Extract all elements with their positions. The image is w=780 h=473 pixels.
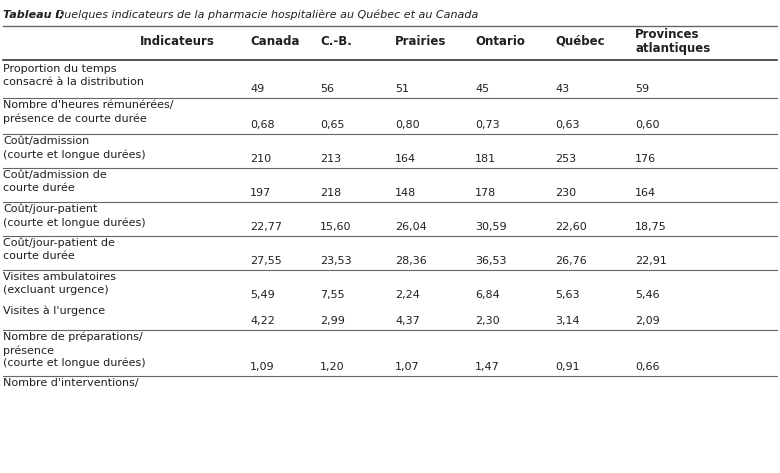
Text: 15,60: 15,60 (320, 222, 352, 232)
Text: 23,53: 23,53 (320, 256, 352, 266)
Text: (courte et longue durées): (courte et longue durées) (3, 358, 146, 368)
Text: Canada: Canada (250, 35, 300, 48)
Text: Ontario: Ontario (475, 35, 525, 48)
Text: Visites ambulatoires: Visites ambulatoires (3, 272, 116, 282)
Text: Visites à l'urgence: Visites à l'urgence (3, 306, 105, 316)
Text: 0,68: 0,68 (250, 120, 275, 130)
Text: Québec: Québec (555, 35, 604, 48)
Text: courte durée: courte durée (3, 251, 75, 261)
Text: Nombre d'interventions/: Nombre d'interventions/ (3, 378, 139, 388)
Text: 7,55: 7,55 (320, 290, 345, 300)
Text: 56: 56 (320, 84, 334, 94)
Text: Nombre d'heures rémunérées/: Nombre d'heures rémunérées/ (3, 100, 173, 110)
Text: 27,55: 27,55 (250, 256, 282, 266)
Text: 2,24: 2,24 (395, 290, 420, 300)
Text: consacré à la distribution: consacré à la distribution (3, 77, 144, 87)
Text: 0,63: 0,63 (555, 120, 580, 130)
Text: Proportion du temps: Proportion du temps (3, 64, 116, 74)
Text: 3,14: 3,14 (555, 316, 580, 326)
Text: 30,59: 30,59 (475, 222, 507, 232)
Text: 178: 178 (475, 188, 496, 198)
Text: 210: 210 (250, 154, 271, 164)
Text: Prairies: Prairies (395, 35, 446, 48)
Text: 26,76: 26,76 (555, 256, 587, 266)
Text: 51: 51 (395, 84, 409, 94)
Text: 164: 164 (635, 188, 656, 198)
Text: courte durée: courte durée (3, 183, 75, 193)
Text: 49: 49 (250, 84, 264, 94)
Text: 4,37: 4,37 (395, 316, 420, 326)
Text: 197: 197 (250, 188, 271, 198)
Text: 148: 148 (395, 188, 417, 198)
Text: 181: 181 (475, 154, 496, 164)
Text: 28,36: 28,36 (395, 256, 427, 266)
Text: 5,49: 5,49 (250, 290, 275, 300)
Text: présence: présence (3, 345, 54, 356)
Text: 0,60: 0,60 (635, 120, 660, 130)
Text: Tableau I:: Tableau I: (3, 10, 64, 20)
Text: 176: 176 (635, 154, 656, 164)
Text: 18,75: 18,75 (635, 222, 667, 232)
Text: Coût/jour-patient de: Coût/jour-patient de (3, 238, 115, 248)
Text: 164: 164 (395, 154, 416, 164)
Text: 0,91: 0,91 (555, 362, 580, 372)
Text: 1,07: 1,07 (395, 362, 420, 372)
Text: Quelques indicateurs de la pharmacie hospitalière au Québec et au Canada: Quelques indicateurs de la pharmacie hos… (52, 10, 478, 20)
Text: 22,91: 22,91 (635, 256, 667, 266)
Text: 43: 43 (555, 84, 569, 94)
Text: 5,63: 5,63 (555, 290, 580, 300)
Text: 218: 218 (320, 188, 342, 198)
Text: Coût/admission: Coût/admission (3, 136, 89, 146)
Text: 6,84: 6,84 (475, 290, 500, 300)
Text: présence de courte durée: présence de courte durée (3, 113, 147, 123)
Text: 0,65: 0,65 (320, 120, 345, 130)
Text: atlantiques: atlantiques (635, 42, 711, 55)
Text: (excluant urgence): (excluant urgence) (3, 285, 108, 295)
Text: 45: 45 (475, 84, 489, 94)
Text: 4,22: 4,22 (250, 316, 275, 326)
Text: 2,99: 2,99 (320, 316, 345, 326)
Text: 0,66: 0,66 (635, 362, 660, 372)
Text: 36,53: 36,53 (475, 256, 506, 266)
Text: 5,46: 5,46 (635, 290, 660, 300)
Text: 230: 230 (555, 188, 576, 198)
Text: 0,73: 0,73 (475, 120, 500, 130)
Text: Indicateurs: Indicateurs (140, 35, 215, 48)
Text: 26,04: 26,04 (395, 222, 427, 232)
Text: 213: 213 (320, 154, 341, 164)
Text: C.-B.: C.-B. (320, 35, 352, 48)
Text: 1,09: 1,09 (250, 362, 275, 372)
Text: 1,47: 1,47 (475, 362, 500, 372)
Text: 22,60: 22,60 (555, 222, 587, 232)
Text: 2,30: 2,30 (475, 316, 500, 326)
Text: 0,80: 0,80 (395, 120, 420, 130)
Text: Provinces: Provinces (635, 28, 700, 41)
Text: 2,09: 2,09 (635, 316, 660, 326)
Text: 22,77: 22,77 (250, 222, 282, 232)
Text: 59: 59 (635, 84, 649, 94)
Text: 1,20: 1,20 (320, 362, 345, 372)
Text: 253: 253 (555, 154, 576, 164)
Text: Nombre de préparations/: Nombre de préparations/ (3, 332, 143, 342)
Text: (courte et longue durées): (courte et longue durées) (3, 217, 146, 228)
Text: (courte et longue durées): (courte et longue durées) (3, 149, 146, 159)
Text: Coût/admission de: Coût/admission de (3, 170, 107, 180)
Text: Coût/jour-patient: Coût/jour-patient (3, 204, 98, 214)
